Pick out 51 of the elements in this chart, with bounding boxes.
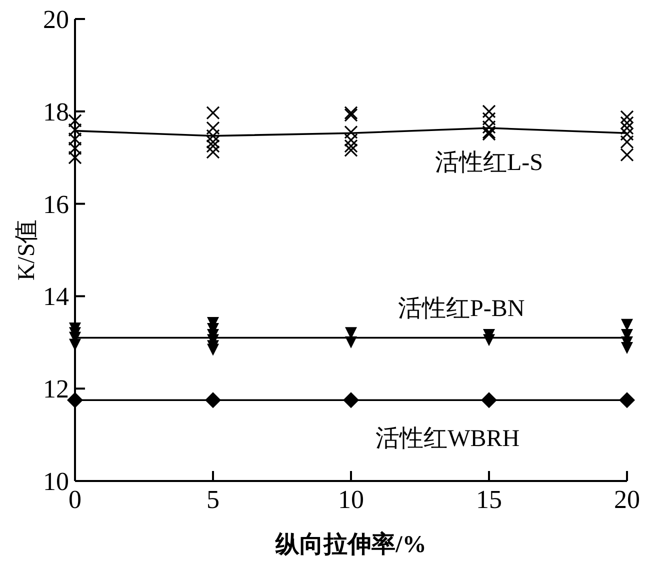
point [207,344,219,356]
x-tick-label: 0 [68,485,82,514]
point [206,121,220,135]
point [206,135,220,149]
point [206,145,220,159]
point [344,125,358,139]
y-tick-label: 18 [43,97,69,126]
point [68,150,82,164]
point [206,139,220,153]
point [344,106,358,120]
x-axis-title: 纵向拉伸率/% [274,531,426,558]
x-tick-label: 5 [206,485,220,514]
point [620,110,634,124]
point [67,392,83,408]
point [620,135,634,149]
y-tick-label: 20 [43,5,69,34]
point [344,139,358,153]
point [343,392,359,408]
point [345,336,357,348]
point [206,106,220,120]
x-tick-label: 10 [338,485,364,514]
point [620,127,634,141]
point [482,104,496,118]
point [620,121,634,135]
y-tick-label: 14 [43,282,69,312]
point [205,392,221,408]
y-axis-title: K/S值 [14,219,40,281]
point [344,108,358,122]
point [621,342,633,354]
point [344,133,358,147]
point [344,143,358,158]
point [619,392,635,408]
point [68,132,82,146]
point [68,142,82,156]
point [620,148,634,162]
point [68,114,82,128]
point [68,123,82,137]
series-label: 活性红WBRH [376,426,520,452]
x-tick-label: 20 [614,485,640,514]
y-tick-label: 12 [43,374,69,404]
point [482,112,496,126]
point [483,334,495,346]
x-tick-label: 15 [476,485,502,514]
point [206,129,220,143]
point [620,116,634,130]
series-label: 活性红L-S [435,150,543,176]
series-label: 活性红P-BN [398,296,525,322]
y-tick-label: 16 [43,190,69,219]
point [482,120,496,134]
point [481,392,497,408]
y-tick-label: 10 [43,467,69,496]
